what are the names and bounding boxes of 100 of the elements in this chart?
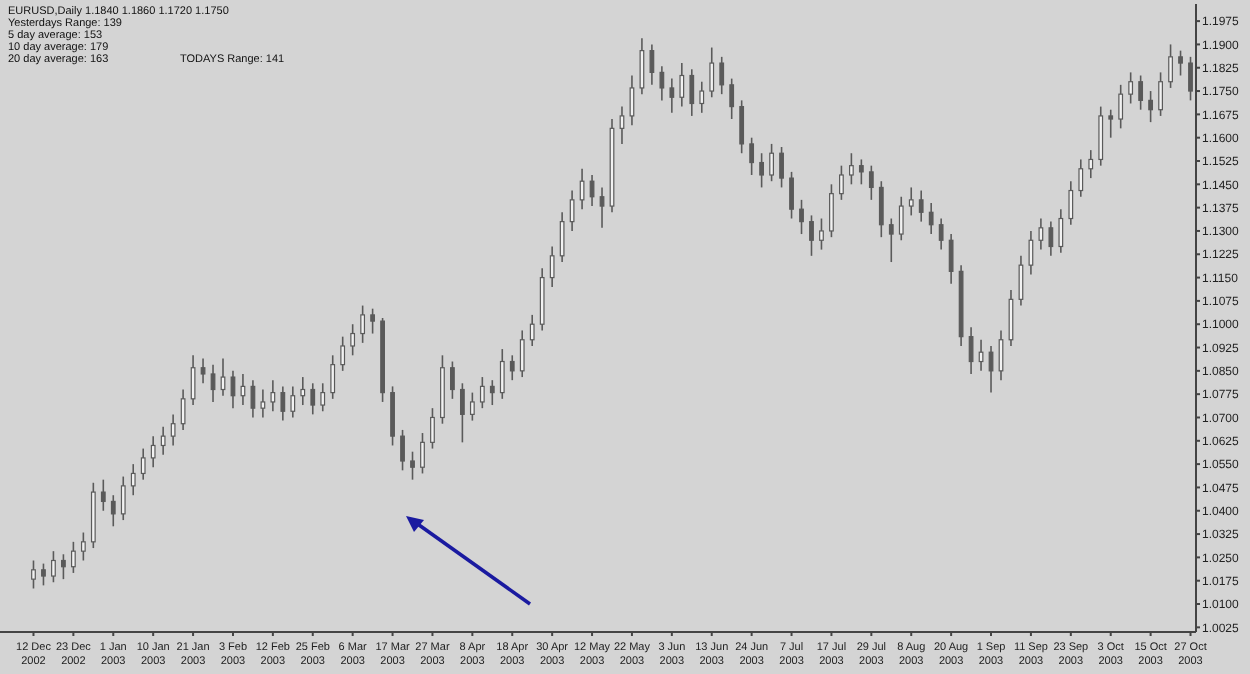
candlestick [679, 62, 685, 108]
candlestick [180, 388, 186, 431]
candlestick [669, 77, 675, 114]
candlestick [769, 143, 774, 183]
candlestick [1028, 230, 1034, 276]
candlestick [659, 65, 665, 102]
candlestick [100, 478, 106, 512]
candlestick [390, 385, 395, 447]
candlestick [200, 357, 206, 385]
candlestick [699, 80, 705, 114]
candlestick [51, 550, 56, 584]
candlestick [938, 217, 944, 251]
candlestick [70, 541, 76, 574]
candlestick [888, 217, 894, 263]
candlestick [739, 99, 745, 155]
candlestick [1118, 84, 1124, 130]
candlestick [1178, 49, 1183, 77]
candlestick [450, 360, 455, 400]
candlestick [430, 407, 435, 450]
candlestick [41, 562, 46, 587]
candlestick [469, 391, 475, 422]
candlestick [80, 531, 86, 562]
candlestick [160, 426, 166, 456]
candlestick [579, 167, 585, 210]
candlestick [749, 136, 755, 176]
candlestick [839, 164, 844, 201]
candlestick [1058, 208, 1064, 254]
candlestick [519, 329, 525, 378]
candlestick [639, 37, 645, 95]
candlestick [340, 335, 346, 372]
candlestick [110, 494, 116, 528]
candlestick [310, 382, 316, 416]
candlestick [140, 447, 146, 481]
candlestick [420, 432, 425, 475]
candlestick [1068, 180, 1074, 226]
candlestick [1158, 71, 1163, 117]
candlestick [1188, 56, 1193, 102]
candlestick [1148, 90, 1154, 123]
candlestick [280, 385, 286, 422]
candlestick [360, 304, 366, 344]
candlestick [809, 214, 814, 257]
candlestick [400, 429, 405, 472]
candlestick [599, 186, 605, 229]
candlestick [569, 189, 575, 232]
candlestick [789, 171, 794, 220]
candlestick [928, 202, 934, 235]
candlestick [260, 388, 266, 419]
candlestick [539, 267, 545, 332]
candlestick [829, 183, 834, 238]
candlestick [918, 189, 924, 223]
candlestick [1138, 74, 1144, 111]
candlestick [509, 354, 515, 381]
candlestick [1038, 217, 1044, 251]
candlestick [559, 211, 565, 263]
candlestick [170, 413, 176, 447]
candlestick [410, 450, 415, 481]
candlestick [320, 382, 326, 413]
candlestick [1108, 108, 1114, 139]
candlestick [300, 376, 306, 406]
candlestick [1088, 149, 1094, 179]
candlestick [1168, 43, 1173, 89]
candlestick [190, 354, 196, 406]
candlestick [61, 553, 66, 580]
candlestick [330, 354, 336, 400]
candlestick [689, 68, 695, 117]
candlestick [759, 152, 765, 189]
candlestick [729, 77, 735, 120]
candlestick [779, 146, 784, 189]
candlestick [819, 217, 824, 251]
candlestick [709, 46, 715, 99]
candlestick [270, 379, 276, 413]
candlestick [350, 323, 356, 357]
candlestick [908, 186, 914, 217]
candlestick [799, 199, 804, 235]
candlestick [250, 379, 256, 419]
candlestick [968, 326, 974, 375]
candlestick [549, 245, 555, 288]
candlestick [489, 379, 495, 406]
candlestick [120, 475, 126, 521]
candlestick [1048, 220, 1054, 257]
candlestick [479, 376, 485, 409]
candlestick [290, 385, 296, 419]
candlestick [459, 382, 465, 444]
candlestick [898, 195, 904, 242]
candlestick [499, 348, 505, 400]
candlestick [649, 43, 655, 86]
candlestick [719, 56, 725, 95]
candlestick [370, 307, 376, 335]
candlestick [848, 152, 854, 186]
candlestick [150, 435, 156, 469]
candlestick [948, 233, 954, 285]
candlestick [1128, 71, 1134, 105]
candlestick [858, 158, 864, 186]
candlestick [1078, 158, 1084, 198]
candlestick [529, 314, 535, 347]
candlestick [130, 463, 136, 497]
candlestick [1098, 105, 1104, 167]
candlestick [31, 559, 36, 590]
candlestick [868, 164, 874, 201]
candlestick [878, 180, 884, 238]
